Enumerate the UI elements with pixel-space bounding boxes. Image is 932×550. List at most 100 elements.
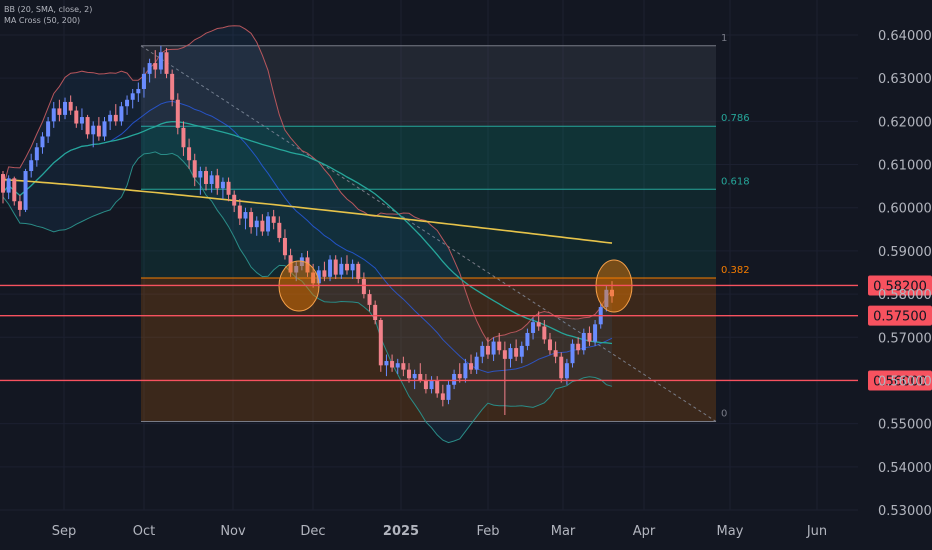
candle-body-82 bbox=[463, 363, 468, 379]
bollinger-lower-line bbox=[2, 151, 613, 444]
candle-body-76 bbox=[429, 380, 434, 390]
candle-body-17 bbox=[96, 125, 101, 137]
candle-body-10 bbox=[57, 108, 62, 115]
candle-body-13 bbox=[74, 110, 79, 124]
candle-body-94 bbox=[531, 322, 536, 333]
candle-body-2 bbox=[12, 178, 17, 202]
candle-body-77 bbox=[435, 380, 440, 394]
price-level-label-0: 0.58200 bbox=[873, 279, 927, 294]
y-axis-tick-1: 0.63000 bbox=[878, 72, 932, 87]
x-axis-tick-1: Oct bbox=[133, 524, 155, 539]
candle-body-34 bbox=[192, 160, 197, 178]
fib-zone-0 bbox=[141, 45, 716, 127]
candle-body-8 bbox=[46, 121, 51, 137]
candle-body-45 bbox=[254, 220, 259, 228]
candle-body-48 bbox=[271, 216, 276, 223]
candle-body-20 bbox=[113, 114, 118, 122]
candle-body-39 bbox=[220, 181, 225, 189]
candle-body-70 bbox=[395, 363, 400, 368]
candle-body-108 bbox=[610, 289, 614, 297]
candle-body-71 bbox=[401, 363, 406, 370]
candle-body-43 bbox=[243, 212, 248, 219]
candle-body-5 bbox=[29, 160, 34, 172]
candle-body-50 bbox=[282, 237, 287, 256]
candle-body-92 bbox=[519, 345, 524, 357]
fib-trend-line bbox=[140, 45, 717, 422]
candle-body-11 bbox=[63, 101, 68, 115]
candle-body-73 bbox=[412, 373, 417, 379]
bollinger-band-fill bbox=[3, 25, 612, 443]
x-axis-tick-8: May bbox=[717, 524, 744, 539]
candle-body-68 bbox=[384, 361, 389, 366]
candle-body-105 bbox=[593, 324, 598, 342]
indicator-legend: BB (20, SMA, close, 2) MA Cross (50, 200… bbox=[4, 4, 92, 26]
candle-body-1 bbox=[6, 178, 11, 193]
x-axis-tick-6: Mar bbox=[551, 524, 576, 539]
candle-body-75 bbox=[423, 380, 428, 390]
candle-body-12 bbox=[68, 101, 73, 111]
candle-body-46 bbox=[260, 220, 265, 232]
candle-body-55 bbox=[311, 272, 316, 284]
x-axis-tick-2: Nov bbox=[220, 524, 246, 539]
candle-body-83 bbox=[469, 363, 474, 370]
fib-level-label-2: 0.618 bbox=[721, 176, 750, 187]
candle-body-25 bbox=[141, 73, 146, 89]
candle-body-56 bbox=[316, 270, 321, 284]
candle-body-87 bbox=[491, 341, 496, 355]
candle-body-95 bbox=[536, 322, 541, 327]
candle-body-33 bbox=[187, 147, 192, 161]
candle-body-102 bbox=[576, 343, 581, 351]
candle-body-103 bbox=[581, 332, 586, 351]
candle-body-90 bbox=[508, 348, 513, 359]
x-axis-tick-0: Sep bbox=[52, 524, 77, 539]
candle-body-60 bbox=[339, 263, 344, 275]
candle-body-41 bbox=[232, 194, 237, 206]
candle-body-59 bbox=[333, 259, 338, 275]
y-axis-tick-4: 0.60000 bbox=[878, 202, 932, 217]
candle-body-81 bbox=[457, 373, 462, 379]
candle-body-64 bbox=[361, 278, 366, 295]
fib-zone-3 bbox=[141, 277, 716, 422]
candle-body-57 bbox=[322, 270, 327, 277]
candle-body-80 bbox=[452, 373, 457, 385]
candle-body-65 bbox=[367, 294, 372, 305]
candle-body-97 bbox=[547, 339, 552, 351]
candle-body-16 bbox=[91, 125, 96, 135]
fib-level-label-0: 1 bbox=[721, 33, 727, 44]
candle-body-36 bbox=[204, 171, 208, 184]
candle-body-15 bbox=[85, 117, 90, 135]
candle-body-29 bbox=[164, 52, 169, 74]
candle-body-66 bbox=[373, 304, 378, 320]
candle-body-23 bbox=[130, 93, 135, 100]
fib-level-label-1: 0.786 bbox=[721, 113, 750, 124]
candle-body-47 bbox=[266, 216, 271, 232]
candle-body-21 bbox=[119, 106, 124, 122]
candle-body-61 bbox=[344, 263, 349, 271]
bollinger-upper-line bbox=[2, 25, 613, 343]
candle-body-6 bbox=[34, 147, 39, 161]
candle-body-44 bbox=[249, 212, 254, 228]
y-axis-tick-2: 0.62000 bbox=[878, 115, 932, 130]
fib-level-label-4: 0 bbox=[721, 408, 727, 419]
y-axis-tick-10: 0.54000 bbox=[878, 461, 932, 476]
candle-body-9 bbox=[51, 108, 56, 122]
candle-body-14 bbox=[79, 117, 84, 124]
price-level-tag-1 bbox=[868, 305, 932, 326]
price-level-label-1: 0.57500 bbox=[873, 310, 927, 325]
candle-body-91 bbox=[514, 348, 519, 357]
x-axis-tick-3: Dec bbox=[300, 524, 325, 539]
candle-body-26 bbox=[147, 63, 152, 74]
candle-body-99 bbox=[559, 356, 564, 379]
candle-body-35 bbox=[198, 171, 203, 178]
x-axis-tick-7: Apr bbox=[633, 524, 656, 539]
candle-body-40 bbox=[226, 181, 231, 195]
candle-body-96 bbox=[542, 326, 547, 340]
candle-body-19 bbox=[108, 114, 113, 122]
candle-body-85 bbox=[480, 345, 485, 357]
candle-body-38 bbox=[215, 175, 220, 189]
candle-body-104 bbox=[587, 332, 592, 342]
y-axis-tick-9: 0.55000 bbox=[878, 418, 932, 433]
candle-body-63 bbox=[356, 263, 361, 279]
